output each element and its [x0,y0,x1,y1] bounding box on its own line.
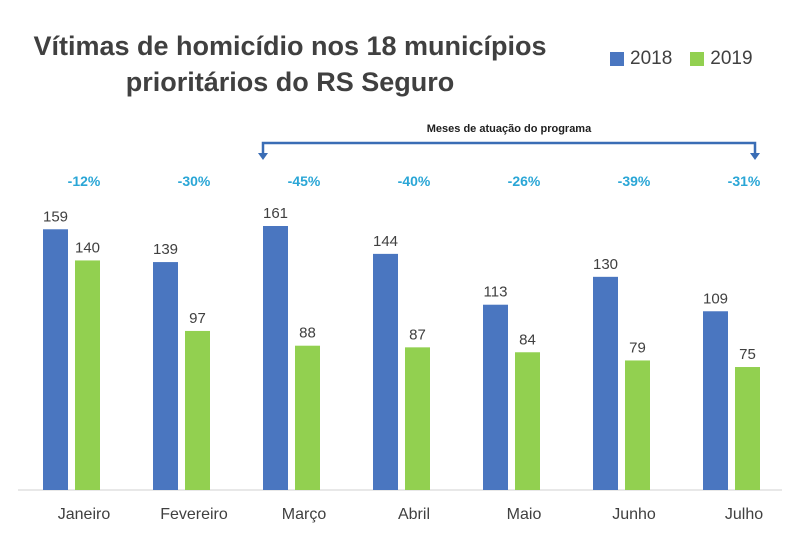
legend: 2018 2019 [610,47,771,71]
data-label-2019-janeiro: 140 [75,239,100,256]
data-label-2018-março: 161 [263,205,288,222]
data-label-2018-abril: 144 [373,233,398,250]
bar-2018-abril [373,253,398,490]
bar-2018-junho [593,276,618,490]
program-annotation: Meses de atuação do programa [427,123,592,135]
data-label-2018-janeiro: 159 [43,208,68,225]
bar-2019-fevereiro [185,330,210,490]
percent-change-maio: -26% [508,173,541,189]
bar-2019-julho [735,367,760,490]
legend-label-2019: 2019 [710,48,753,69]
percent-change-abril: -40% [398,173,431,189]
percent-change-janeiro: -12% [68,173,101,189]
program-bracket [261,141,757,155]
x-tick-label-fevereiro: Fevereiro [160,506,228,523]
bar-2018-março [263,226,288,490]
x-tick-label-março: Março [282,506,327,523]
percent-change-fevereiro: -30% [178,173,211,189]
program-bracket-arrow-left [258,153,268,160]
chart-title-line-1: Vítimas de homicídio nos 18 municípios [33,31,547,61]
legend-item-2018: 2018 [610,48,672,70]
x-tick-label-janeiro: Janeiro [58,506,111,523]
bar-2019-abril [405,347,430,490]
bar-2018-fevereiro [153,262,178,490]
percent-change-junho: -39% [618,173,651,189]
bar-2019-maio [515,352,540,490]
legend-label-2018: 2018 [630,48,673,69]
data-label-2018-fevereiro: 139 [153,241,178,258]
program-bracket-arrow-right [750,153,760,160]
legend-swatch-2019 [690,52,705,66]
legend-item-2019: 2019 [690,48,753,70]
data-label-2018-maio: 113 [484,284,508,301]
bar-2019-junho [625,360,650,490]
data-label-2019-junho: 79 [629,339,646,356]
bar-2018-maio [483,304,508,490]
percent-change-julho: -31% [728,173,761,189]
chart-title-line-2: prioritários do RS Seguro [125,67,455,97]
x-tick-label-junho: Junho [612,506,656,523]
data-label-2019-fevereiro: 97 [189,310,206,327]
data-label-2019-abril: 87 [409,326,426,343]
data-label-2019-maio: 84 [519,331,536,348]
data-label-2019-julho: 75 [739,346,756,363]
chart-title: Vítimas de homicídio nos 18 municípios p… [30,28,550,100]
bar-2018-julho [703,311,728,490]
data-label-2018-junho: 130 [593,256,618,273]
legend-swatch-2018 [610,52,624,66]
bar-2019-janeiro [75,260,100,490]
bar-2018-janeiro [43,229,68,490]
percent-change-março: -45% [288,173,321,189]
data-label-2018-julho: 109 [703,290,728,307]
x-tick-label-julho: Julho [725,506,763,523]
bar-2019-março [295,345,320,490]
x-tick-label-maio: Maio [507,506,542,523]
x-tick-label-abril: Abril [398,506,430,523]
data-label-2019-março: 88 [299,325,316,342]
